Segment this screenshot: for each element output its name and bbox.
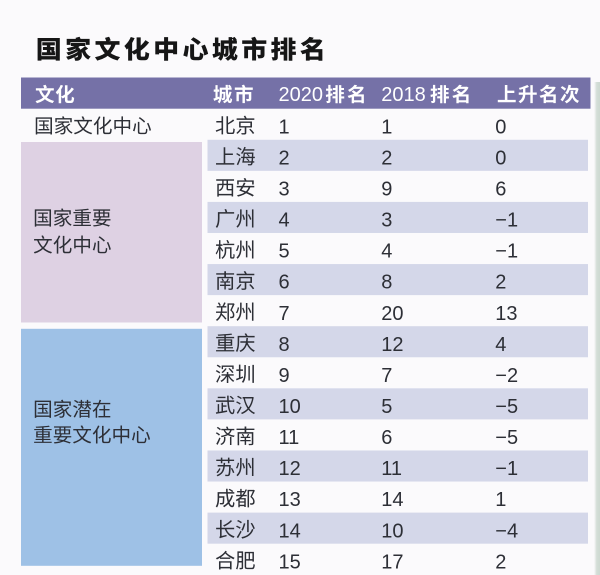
svg-text:6: 6 <box>381 427 392 449</box>
svg-text:5: 5 <box>381 396 392 418</box>
svg-text:10: 10 <box>381 520 403 542</box>
svg-text:15: 15 <box>279 551 301 573</box>
svg-text:8: 8 <box>279 334 290 356</box>
svg-text:14: 14 <box>381 489 403 511</box>
svg-text:0: 0 <box>495 147 506 169</box>
svg-text:2: 2 <box>495 272 506 294</box>
svg-text:17: 17 <box>381 551 403 573</box>
svg-text:7: 7 <box>381 365 392 387</box>
svg-text:−4: −4 <box>495 520 518 542</box>
svg-text:−5: −5 <box>495 396 518 418</box>
svg-text:1: 1 <box>279 116 290 138</box>
svg-text:2: 2 <box>279 147 290 169</box>
svg-text:14: 14 <box>279 520 301 542</box>
svg-text:6: 6 <box>495 178 506 200</box>
svg-text:5: 5 <box>279 241 290 263</box>
svg-text:13: 13 <box>495 303 517 325</box>
svg-text:10: 10 <box>279 396 301 418</box>
svg-text:12: 12 <box>279 458 301 480</box>
svg-text:20: 20 <box>381 303 403 325</box>
svg-text:4: 4 <box>381 241 392 263</box>
svg-text:0: 0 <box>495 116 506 138</box>
svg-text:4: 4 <box>495 334 506 356</box>
svg-text:1: 1 <box>381 116 392 138</box>
svg-text:6: 6 <box>279 272 290 294</box>
svg-text:−1: −1 <box>495 458 518 480</box>
svg-text:−1: −1 <box>495 241 518 263</box>
svg-text:2: 2 <box>495 551 506 573</box>
svg-text:4: 4 <box>279 210 290 232</box>
svg-text:11: 11 <box>381 458 402 480</box>
svg-text:−2: −2 <box>495 365 518 387</box>
svg-text:13: 13 <box>279 489 301 511</box>
svg-text:9: 9 <box>381 178 392 200</box>
svg-text:1: 1 <box>495 489 506 511</box>
svg-text:7: 7 <box>279 303 290 325</box>
svg-text:8: 8 <box>381 272 392 294</box>
svg-text:3: 3 <box>381 210 392 232</box>
svg-text:3: 3 <box>279 178 290 200</box>
svg-text:2: 2 <box>381 147 392 169</box>
svg-text:12: 12 <box>381 334 403 356</box>
svg-text:2020: 2020 <box>279 84 324 106</box>
svg-text:11: 11 <box>279 427 300 449</box>
svg-text:−1: −1 <box>495 210 518 232</box>
svg-text:2018: 2018 <box>381 84 426 106</box>
svg-text:9: 9 <box>279 365 290 387</box>
svg-text:−5: −5 <box>495 427 518 449</box>
